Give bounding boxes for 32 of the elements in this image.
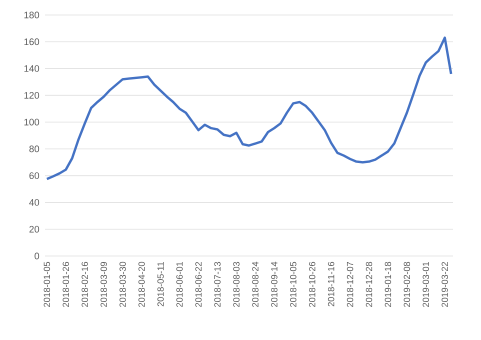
x-tick-label: 2018-03-09 xyxy=(100,262,107,307)
y-tick-label: 120 xyxy=(24,92,40,99)
y-tick-label: 0 xyxy=(34,252,40,260)
x-tick-label: 2018-06-22 xyxy=(195,262,202,307)
x-tick-label: 2019-01-18 xyxy=(384,262,392,307)
y-tick-label: 140 xyxy=(24,65,40,72)
x-tick-label: 2018-10-05 xyxy=(290,262,296,307)
x-tick-label: 2018-02-16 xyxy=(82,262,88,307)
y-tick-label: 40 xyxy=(29,199,40,206)
x-tick-label: 2018-04-20 xyxy=(138,262,145,307)
x-tick-label: 2018-08-24 xyxy=(252,262,258,307)
x-tick-label: 2018-08-03 xyxy=(233,262,240,307)
y-tick-label: 80 xyxy=(29,146,40,152)
x-tick-label: 2018-09-14 xyxy=(271,262,278,307)
x-tick-label: 2019-03-22 xyxy=(442,262,448,307)
x-tick-label: 2018-10-26 xyxy=(308,262,316,307)
y-tick-label: 20 xyxy=(29,226,40,233)
y-tick-label: 180 xyxy=(24,12,40,18)
x-tick-label: 2018-11-16 xyxy=(328,262,334,306)
x-tick-label: 2018-01-05 xyxy=(44,262,50,307)
y-tick-label: 60 xyxy=(29,172,40,180)
x-tick-label: 2018-12-07 xyxy=(346,262,354,307)
x-tick-label: 2018-01-26 xyxy=(62,262,70,307)
x-tick-label: 2018-06-01 xyxy=(176,262,183,307)
x-tick-label: 2019-02-08 xyxy=(404,262,410,307)
x-tick-label: 2018-05-11 xyxy=(157,262,164,306)
y-tick-label: 160 xyxy=(24,38,40,46)
x-tick-label: 2018-12-28 xyxy=(366,262,372,307)
y-tick-label: 100 xyxy=(24,118,40,126)
x-tick-label: 2018-03-30 xyxy=(120,262,126,307)
x-tick-label: 2018-07-13 xyxy=(214,262,221,307)
x-tick-label: 2019-03-01 xyxy=(422,262,430,307)
